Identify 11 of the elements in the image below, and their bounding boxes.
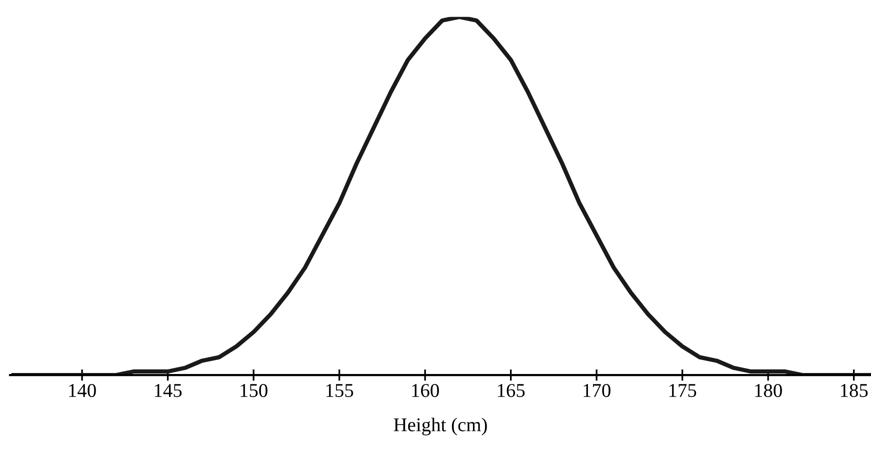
x-tick-label: 140 [69,384,96,398]
x-axis-title: Height (cm) [394,418,487,436]
x-tick-label: 175 [669,384,696,398]
x-tick-label: 155 [326,384,354,398]
x-tick-label: 145 [154,384,182,398]
x-tick-label: 180 [755,384,782,398]
x-tick-label: 170 [584,384,610,398]
x-tick-label: 160 [412,384,439,398]
x-tick-label: 165 [498,384,525,398]
x-tick-label: 185 [840,384,868,398]
x-tick-label: 150 [240,384,268,398]
